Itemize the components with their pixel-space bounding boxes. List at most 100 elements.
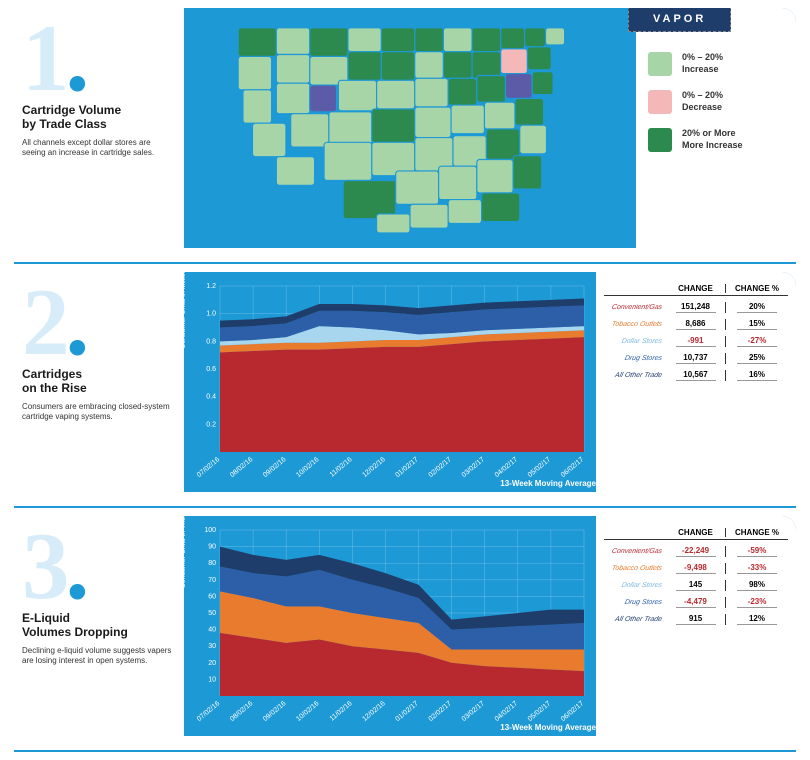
section-title-1: Cartridge Volumeby Trade Class (22, 103, 172, 132)
panel2-right: Consumer Units in Millions 0.20.40.60.81… (184, 272, 796, 492)
row-change: 10,567 (666, 370, 726, 381)
row-label: All Other Trade (603, 372, 666, 379)
svg-text:03/02/17: 03/02/17 (461, 456, 486, 479)
row-pct: -59% (726, 546, 788, 557)
chart3-ma: 13-Week Moving Average (500, 723, 596, 732)
panel-cartridge-volume: 1. Cartridge Volumeby Trade Class All ch… (14, 8, 796, 248)
table-row: Dollar Stores14598% (604, 580, 788, 591)
table-row: Tobacco Outlets-9,498-33% (604, 563, 788, 574)
svg-text:09/02/16: 09/02/16 (262, 700, 287, 723)
table-row: All Other Trade91512% (604, 614, 788, 625)
row-pct: 98% (726, 580, 788, 591)
row-label: Dollar Stores (603, 582, 666, 589)
panel-cartridges-rise: 2. Cartridgeson the Rise Consumers are e… (14, 272, 796, 492)
row-label: Convenient/Gas (603, 304, 666, 311)
svg-text:11/02/16: 11/02/16 (329, 456, 354, 479)
svg-text:40: 40 (208, 627, 216, 634)
legend-swatch (648, 52, 672, 76)
svg-text:0.8: 0.8 (206, 338, 216, 345)
svg-text:05/02/17: 05/02/17 (527, 700, 552, 723)
table-header: CHANGECHANGE % (604, 528, 788, 540)
chart2-ma: 13-Week Moving Average (500, 479, 596, 488)
svg-text:1.2: 1.2 (206, 283, 216, 290)
row-pct: 16% (726, 370, 788, 381)
svg-text:06/02/17: 06/02/17 (560, 456, 585, 479)
row-pct: -23% (726, 597, 788, 608)
table-row: Convenient/Gas151,24820% (604, 302, 788, 313)
svg-text:12/02/16: 12/02/16 (361, 700, 386, 723)
svg-text:90: 90 (208, 544, 216, 551)
svg-text:02/02/17: 02/02/17 (428, 700, 453, 723)
row-label: Tobacco Outlets (603, 565, 666, 572)
legend-label: 0% – 20%Decrease (682, 90, 723, 113)
panel-eliquid-dropping: 3. E-LiquidVolumes Dropping Declining e-… (14, 516, 796, 736)
legend-item: 0% – 20%Decrease (648, 90, 784, 114)
row-label: Dollar Stores (603, 338, 666, 345)
panel1-right: VAPOR 0% – 20%Increase 0% – 20%Decrease 20… (184, 8, 796, 248)
row-pct: 12% (726, 614, 788, 625)
svg-text:50: 50 (208, 610, 216, 617)
row-change: 8,686 (666, 319, 726, 330)
legend-item: 0% – 20%Increase (648, 52, 784, 76)
panel2-left: 2. Cartridgeson the Rise Consumers are e… (14, 272, 184, 492)
chart2-svg: 0.20.40.60.81.01.207/02/1608/02/1609/02/… (184, 272, 596, 492)
legend-label: 0% – 20%Increase (682, 52, 723, 75)
svg-text:30: 30 (208, 643, 216, 650)
row-change: -9,498 (666, 563, 726, 574)
svg-text:12/02/16: 12/02/16 (361, 456, 386, 479)
svg-text:06/02/17: 06/02/17 (560, 700, 585, 723)
chart2-table: CHANGECHANGE % Convenient/Gas151,24820%T… (596, 272, 796, 492)
row-pct: 15% (726, 319, 788, 330)
svg-text:09/02/16: 09/02/16 (262, 456, 287, 479)
legend-label: 20% or MoreMore Increase (682, 128, 743, 151)
row-label: Convenient/Gas (603, 548, 666, 555)
chart3-table: CHANGECHANGE % Convenient/Gas-22,249-59%… (596, 516, 796, 736)
svg-text:70: 70 (208, 577, 216, 584)
chart3-ylabel: Consumer Units in Thousands (180, 516, 187, 588)
vapor-tag: VAPOR (628, 8, 731, 32)
svg-text:20: 20 (208, 660, 216, 667)
svg-text:05/02/17: 05/02/17 (527, 456, 552, 479)
svg-text:08/02/16: 08/02/16 (229, 700, 254, 723)
row-pct: 25% (726, 353, 788, 364)
row-change: 151,248 (666, 302, 726, 313)
svg-text:0.4: 0.4 (206, 394, 216, 401)
svg-text:07/02/16: 07/02/16 (196, 700, 221, 723)
legend-item: 20% or MoreMore Increase (648, 128, 784, 152)
svg-text:0.6: 0.6 (206, 366, 216, 373)
svg-text:100: 100 (204, 527, 216, 534)
legend-swatch (648, 128, 672, 152)
row-change: -991 (666, 336, 726, 347)
svg-text:02/02/17: 02/02/17 (428, 456, 453, 479)
row-label: Drug Stores (603, 355, 666, 362)
section-title-2: Cartridgeson the Rise (22, 367, 172, 396)
section-desc-1: All channels except dollar stores are se… (22, 138, 172, 159)
chart2-wrap: Consumer Units in Millions 0.20.40.60.81… (184, 272, 596, 492)
svg-text:03/02/17: 03/02/17 (461, 700, 486, 723)
row-label: Tobacco Outlets (603, 321, 666, 328)
svg-text:0.2: 0.2 (206, 421, 216, 428)
panel3-right: Consumer Units in Thousands 102030405060… (184, 516, 796, 736)
svg-text:10/02/16: 10/02/16 (295, 700, 320, 723)
table-row: Drug Stores10,73725% (604, 353, 788, 364)
chart3-svg: 10203040506070809010007/02/1608/02/1609/… (184, 516, 596, 736)
svg-text:01/02/17: 01/02/17 (394, 456, 419, 479)
panel3-left: 3. E-LiquidVolumes Dropping Declining e-… (14, 516, 184, 736)
section-desc-3: Declining e-liquid volume suggests vaper… (22, 646, 172, 667)
table-row: Drug Stores-4,479-23% (604, 597, 788, 608)
svg-text:08/02/16: 08/02/16 (229, 456, 254, 479)
svg-text:10: 10 (208, 676, 216, 683)
table-row: Convenient/Gas-22,249-59% (604, 546, 788, 557)
row-label: All Other Trade (603, 616, 666, 623)
svg-text:07/02/16: 07/02/16 (196, 456, 221, 479)
row-change: 145 (666, 580, 726, 591)
section-number-1: 1. (22, 18, 172, 99)
svg-text:04/02/17: 04/02/17 (494, 700, 519, 723)
row-change: 10,737 (666, 353, 726, 364)
chart2-ylabel: Consumer Units in Millions (180, 272, 187, 349)
section-number-3: 3. (22, 526, 172, 607)
section-desc-2: Consumers are embracing closed-system ca… (22, 402, 172, 423)
legend-swatch (648, 90, 672, 114)
svg-text:80: 80 (208, 560, 216, 567)
row-pct: 20% (726, 302, 788, 313)
